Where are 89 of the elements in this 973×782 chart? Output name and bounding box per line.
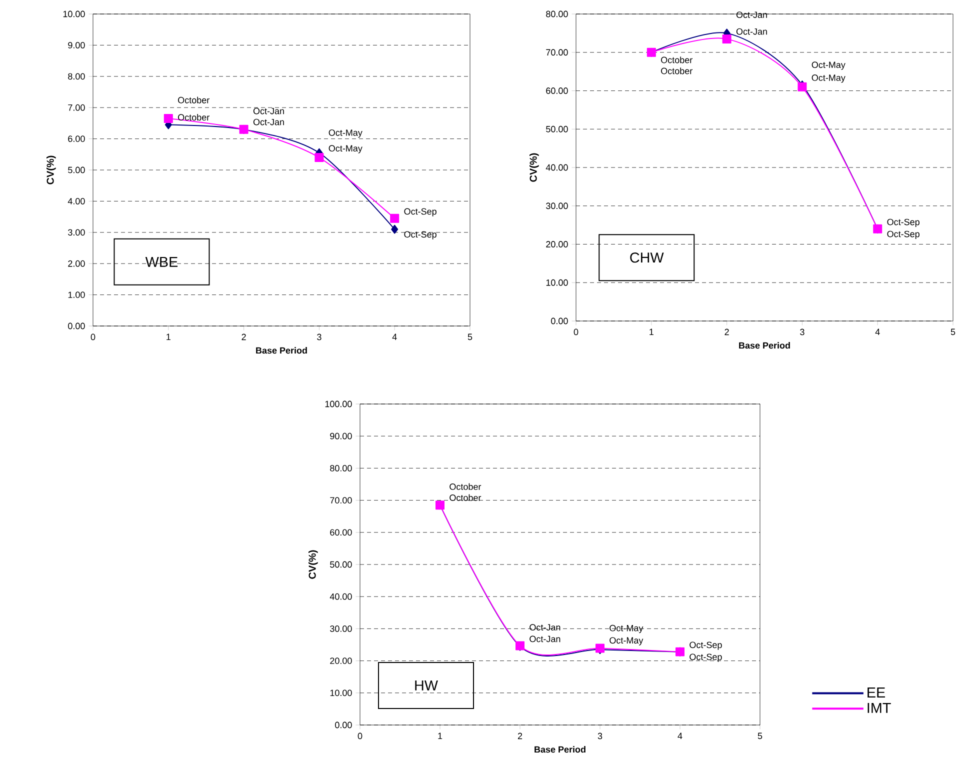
data-label: Oct-May (812, 74, 846, 83)
y-tick-label: 60.00 (546, 88, 568, 94)
x-axis-title: Base Period (256, 347, 307, 354)
y-tick-label: 9.00 (68, 42, 85, 48)
y-tick-label: 20.00 (330, 658, 352, 664)
y-tick-label: 0.00 (68, 322, 85, 330)
y-tick-label: 90.00 (330, 432, 352, 440)
y-tick-label: 1.00 (68, 292, 85, 298)
annotation: WBE (145, 256, 178, 267)
y-tick-label: 6.00 (68, 136, 85, 142)
y-axis-title: CV(%) (46, 156, 56, 184)
y-tick-label: 2.00 (68, 260, 85, 267)
data-label: Oct-Sep (690, 642, 722, 650)
data-label: Oct-Jan (530, 624, 560, 631)
y-tick-label: 20.00 (546, 241, 568, 248)
data-label: Oct-Jan (736, 28, 767, 35)
data-label: October (661, 56, 692, 64)
data-label: Oct-May (812, 62, 846, 70)
point (164, 114, 173, 124)
y-tick-label: 60.00 (330, 529, 352, 536)
x-tick-label: 0 (358, 732, 362, 740)
y-tick-label: 10.00 (63, 10, 85, 18)
y-tick-label: 80.00 (330, 465, 352, 472)
y-tick-label: 30.00 (330, 626, 352, 632)
x-tick-label: 5 (468, 334, 472, 340)
x-tick-label: 2 (242, 334, 246, 340)
x-tick-label: 1 (166, 334, 170, 340)
data-label: October (450, 494, 482, 501)
data-label: Oct-Sep (887, 218, 920, 227)
y-tick-label: 50.00 (330, 561, 352, 568)
annotation: HW (415, 680, 438, 690)
data-label: Oct-May (328, 129, 362, 138)
legend-label: IMT (868, 702, 891, 713)
y-tick-label: 40.00 (330, 593, 352, 600)
y-tick-label: 10.00 (330, 690, 352, 696)
point (391, 224, 398, 234)
y-axis-title: CV(%) (308, 550, 318, 579)
x-tick-label: 5 (950, 328, 956, 336)
data-label: Oct-Sep (404, 231, 436, 240)
y-tick-label: 10.00 (546, 279, 568, 286)
data-label: Oct-Jan (530, 636, 560, 642)
legend-label: EE (868, 688, 886, 698)
data-label: October (178, 114, 210, 121)
point (314, 153, 324, 162)
data-label: Oct-May (328, 145, 362, 154)
data-label: Oct-Jan (253, 108, 284, 114)
point (390, 214, 400, 223)
y-tick-label: 100.00 (325, 400, 352, 408)
x-axis-title: Base Period (739, 342, 790, 349)
data-label: Oct-Sep (690, 654, 722, 662)
x-tick-label: 0 (574, 328, 578, 336)
data-label: October (661, 68, 692, 74)
y-tick-label: 70.00 (546, 49, 568, 56)
x-tick-label: 1 (650, 328, 654, 335)
point (722, 34, 732, 44)
y-tick-label: 7.00 (68, 104, 85, 111)
x-tick-label: 3 (800, 328, 804, 336)
data-label: October (450, 483, 482, 490)
data-label: Oct-May (610, 624, 644, 634)
y-tick-label: 40.00 (546, 164, 568, 171)
x-tick-label: 1 (438, 732, 442, 739)
x-tick-label: 0 (90, 334, 96, 340)
y-tick-label: 50.00 (546, 126, 568, 132)
x-tick-label: 3 (317, 334, 322, 340)
data-label: October (178, 96, 210, 104)
y-tick-label: 3.00 (68, 229, 85, 236)
y-tick-label: 5.00 (68, 166, 85, 174)
data-label: Oct-Sep (887, 230, 920, 239)
y-tick-label: 0.00 (335, 722, 352, 728)
data-label: Oct-Jan (736, 12, 767, 18)
y-tick-label: 4.00 (68, 198, 85, 204)
y-tick-label: 70.00 (330, 497, 352, 504)
y-tick-label: 80.00 (546, 10, 568, 18)
y-tick-label: 0.00 (551, 318, 568, 324)
data-label: Oct-Jan (253, 118, 284, 126)
y-axis-title: CV(%) (530, 153, 539, 182)
x-tick-label: 4 (875, 328, 880, 335)
x-tick-label: 4 (678, 732, 682, 739)
y-tick-label: 30.00 (546, 202, 568, 210)
x-tick-label: 3 (598, 732, 602, 740)
x-tick-label: 5 (758, 732, 762, 740)
x-tick-label: 2 (724, 328, 729, 336)
y-tick-label: 8.00 (68, 73, 85, 80)
x-tick-label: 2 (518, 732, 522, 740)
x-tick-label: 4 (392, 334, 397, 340)
annotation: CHW (630, 252, 664, 263)
x-axis-title: Base Period (534, 746, 586, 753)
data-label: Oct-Sep (404, 208, 436, 216)
data-label: Oct-May (610, 637, 644, 646)
